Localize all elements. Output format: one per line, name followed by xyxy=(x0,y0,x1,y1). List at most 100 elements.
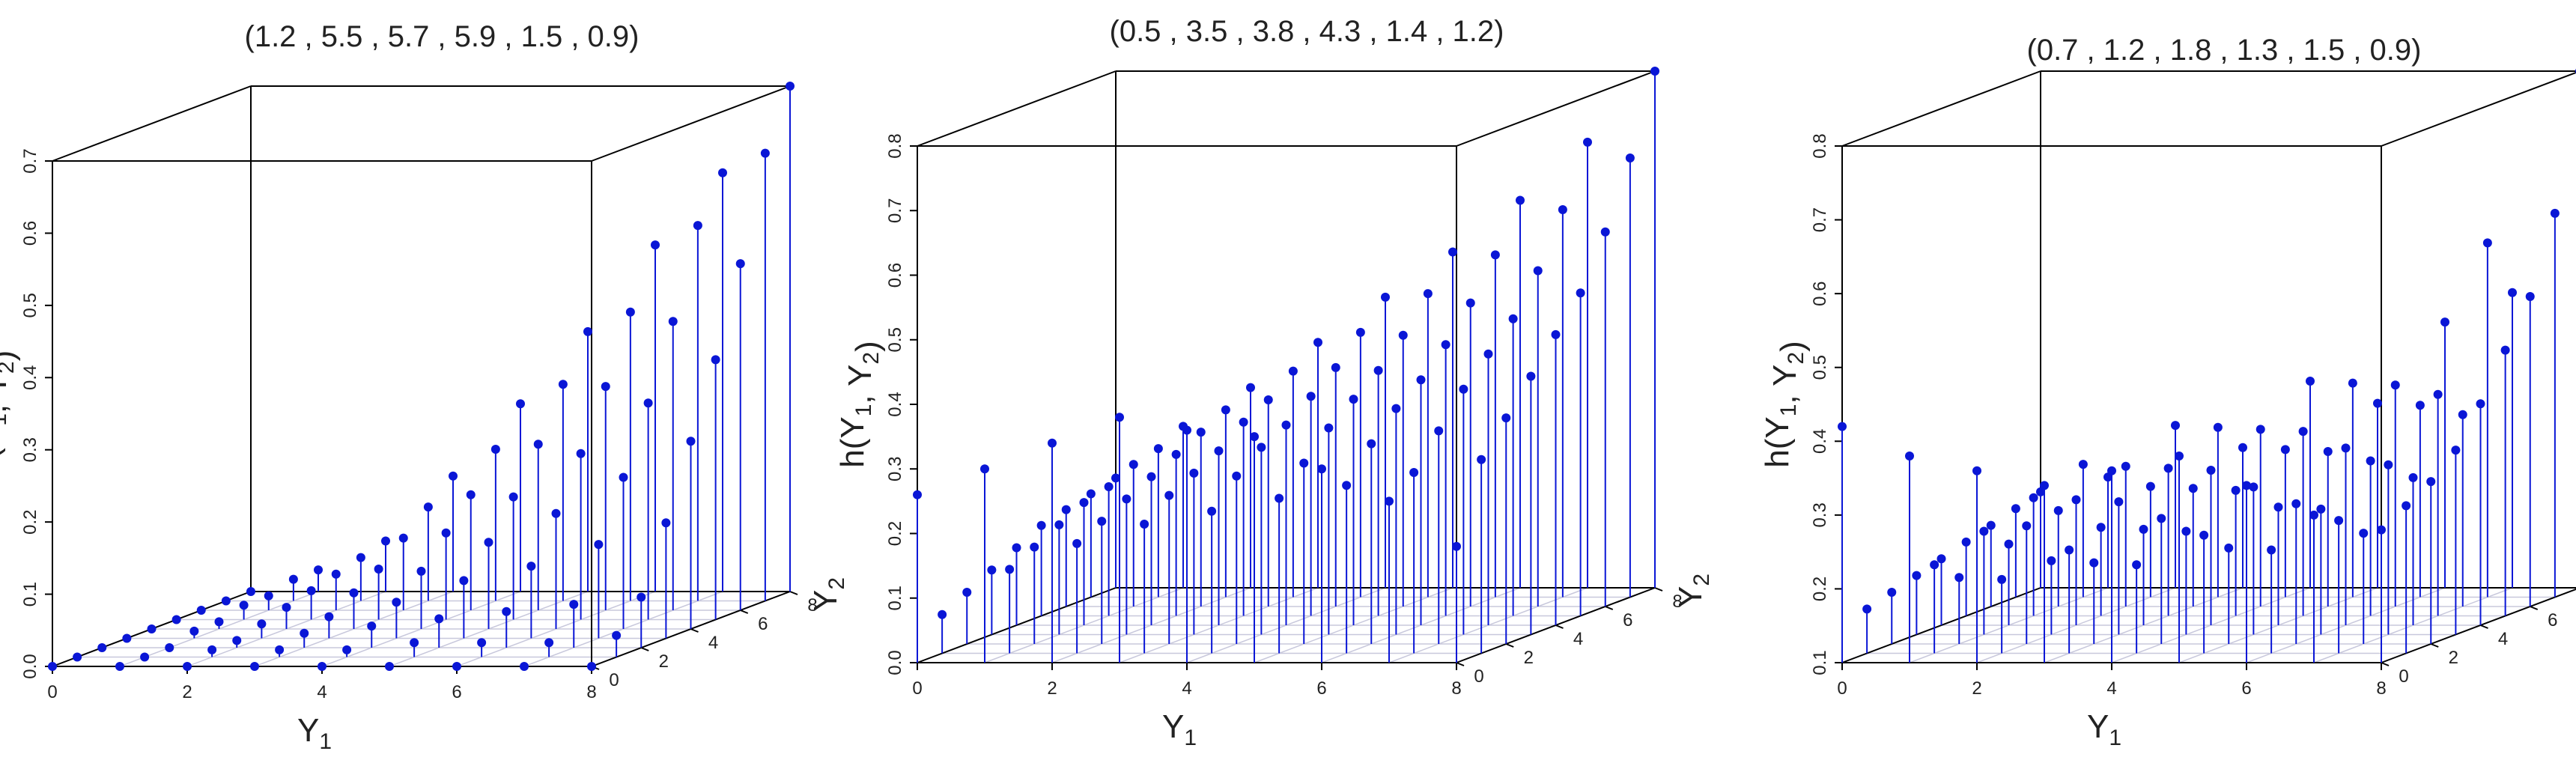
panel-2-data-point xyxy=(1232,471,1242,481)
panel-3-data-point xyxy=(2458,410,2467,419)
panel-3-x-tick-label: 0 xyxy=(1837,678,1847,699)
panel-2-y-tick-mark xyxy=(1505,643,1514,648)
panel-1-data-point xyxy=(637,592,646,602)
panel-3-data-point xyxy=(2267,545,2276,555)
panel-3-data-point xyxy=(2348,378,2357,388)
panel-3-data-point xyxy=(2171,421,2180,431)
panel-1-zlabel: h(Y1, Y2) xyxy=(0,350,21,478)
panel-1-data-point xyxy=(619,472,628,482)
panel-3-data-point xyxy=(2298,427,2308,437)
panel-2-data-point xyxy=(1182,425,1191,435)
panel-3-data-point xyxy=(1961,537,1971,547)
panel-3-xlabel: Y1 xyxy=(2087,708,2121,750)
panel-3-data-point xyxy=(2366,456,2375,466)
panel-3-z-tick-label: 0.3 xyxy=(1810,502,1830,527)
panel-2-data-point xyxy=(1583,137,1592,147)
panel-3-data-point xyxy=(2029,493,2038,502)
panel-1-data-point xyxy=(786,82,795,91)
panel-2-ylabel: Y2 xyxy=(1672,574,1714,608)
panel-3-data-point xyxy=(2089,558,2099,568)
panel-1-z-tick-label: 0.6 xyxy=(20,221,40,246)
panel-3-data-point xyxy=(2390,380,2400,390)
panel-2-z-tick-label: 0.4 xyxy=(885,392,905,416)
panel-3-data-point xyxy=(2114,497,2124,507)
panel-2-data-point xyxy=(1409,468,1419,477)
panel-1-data-point xyxy=(250,662,259,671)
panel-2-box-edge xyxy=(917,70,1117,147)
panel-1-data-point xyxy=(594,540,604,550)
panel-1-data-point xyxy=(410,638,419,648)
panel-2-data-point xyxy=(1257,443,1266,452)
panel-1-z-tick-label: 0.4 xyxy=(20,365,40,390)
panel-3-data-point xyxy=(1912,571,1922,580)
panel-2: (0.5 , 3.5 , 3.8 , 4.3 , 1.4 , 1.2) h(Y1… xyxy=(834,15,1714,750)
panel-1-z-tick-label: 0.2 xyxy=(20,509,40,534)
panel-2-data-point xyxy=(1373,365,1383,375)
panel-3-z-tick-label: 0.5 xyxy=(1810,355,1830,380)
panel-2-y-tick-label: 6 xyxy=(1623,610,1632,630)
panel-2-data-point xyxy=(1391,404,1401,413)
panel-1-ylabel: Y2 xyxy=(807,577,849,612)
panel-2-data-point xyxy=(1140,520,1149,529)
panel-2-data-point xyxy=(1086,489,1096,499)
panel-3-data-point xyxy=(2053,505,2063,515)
panel-3-data-point xyxy=(2231,485,2241,495)
panel-1-data-point xyxy=(374,565,383,574)
panel-1-x-tick-label: 8 xyxy=(586,682,596,702)
panel-1-data-point xyxy=(441,528,451,538)
panel-2-data-point xyxy=(1189,468,1199,478)
panel-3-data-point xyxy=(2415,401,2425,410)
panel-1-z-tick-label: 0.5 xyxy=(20,293,40,317)
panel-2-data-point xyxy=(1551,329,1561,339)
panel-1-data-point xyxy=(221,596,231,606)
panel-1-y-tick-label: 8 xyxy=(807,595,817,615)
panel-1-z-tick-label: 0.3 xyxy=(20,437,40,462)
panel-1-y-tick-mark xyxy=(640,647,649,651)
panel-3-data-point xyxy=(2476,399,2485,409)
panel-3-data-point xyxy=(2451,446,2461,455)
panel-3-title: (0.7 , 1.2 , 1.8 , 1.3 , 1.5 , 0.9) xyxy=(2027,34,2422,67)
panel-2-data-point xyxy=(1097,517,1107,526)
panel-2-data-point xyxy=(1367,439,1376,449)
panel-3-data-point xyxy=(2255,425,2265,434)
panel-1-data-point xyxy=(516,399,525,409)
panel-1-z-tick-label: 0.1 xyxy=(20,582,40,607)
panel-2-data-point xyxy=(1061,505,1071,514)
panel-1-data-point xyxy=(569,600,579,610)
panel-1-data-point xyxy=(306,586,316,595)
panel-1-data-point xyxy=(367,621,377,631)
panel-1-y-tick-label: 2 xyxy=(659,651,669,672)
panel-2-data-point xyxy=(1508,314,1518,323)
panel-1-data-point xyxy=(189,626,199,636)
panel-2-data-point xyxy=(1349,395,1358,404)
panel-1-data-point xyxy=(760,148,770,158)
panel-2-data-point xyxy=(1355,327,1365,337)
panel-2-z-tick-label: 0.1 xyxy=(885,586,905,610)
panel-1-data-point xyxy=(324,612,334,621)
panel-1-data-point xyxy=(612,630,622,640)
panel-3-y-tick-label: 2 xyxy=(2449,648,2458,668)
panel-3-data-point xyxy=(2121,461,2130,471)
panel-3-data-point xyxy=(2550,208,2560,218)
panel-3-y-tick-mark xyxy=(2480,624,2488,629)
panel-1-title: (1.2 , 5.5 , 5.7 , 5.9 , 1.5 , 0.9) xyxy=(245,20,640,53)
panel-2-data-point xyxy=(1477,455,1486,464)
panel-2-data-point xyxy=(1012,543,1021,553)
panel-2-data-point xyxy=(1324,423,1334,433)
panel-3-data-point xyxy=(2181,526,2191,536)
panel-3-data-point xyxy=(1887,588,1897,597)
panel-3-data-point xyxy=(2238,443,2247,452)
panel-3-data-point xyxy=(2132,560,2142,570)
panel-2-data-point xyxy=(1600,227,1610,237)
panel-3-data-point xyxy=(2242,481,2251,490)
panel-2-data-point xyxy=(1501,413,1511,423)
panel-1-data-point xyxy=(416,566,426,576)
panel-3-data-point xyxy=(2508,288,2517,297)
panel-3-data-point xyxy=(2440,317,2449,327)
panel-3-data-point xyxy=(2065,545,2074,555)
panel-3-z-tick-label: 0.6 xyxy=(1810,281,1830,305)
panel-2-x-tick-label: 8 xyxy=(1451,678,1461,699)
panel-1-data-point xyxy=(282,603,291,612)
panel-2-data-point xyxy=(1625,153,1635,162)
panel-1-data-point xyxy=(264,591,273,601)
